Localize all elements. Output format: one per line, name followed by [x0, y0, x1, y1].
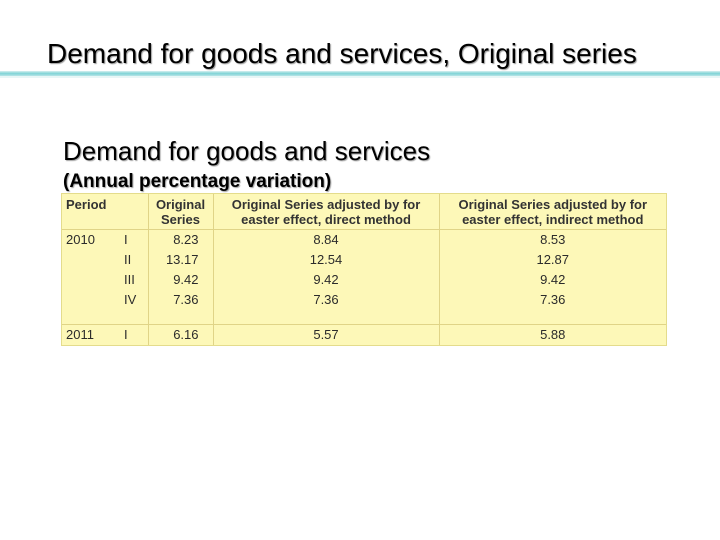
cell-quarter: IV [124, 292, 137, 307]
data-table: Period Original Series Original Series a… [62, 194, 666, 345]
cell-quarter: I [124, 232, 128, 247]
title-divider [0, 71, 720, 76]
header-original-series: Original Series [147, 194, 213, 230]
table-row: 2011 I 6.16 5.57 5.88 [62, 324, 666, 345]
cell-year [62, 250, 118, 270]
cell-direct: 12.54 [212, 250, 439, 270]
table-row: IV 7.36 7.36 7.36 [62, 290, 666, 310]
cell-direct: 8.84 [212, 229, 439, 250]
table-heading: Demand for goods and services [63, 136, 431, 166]
table-row: II 13.17 12.54 12.87 [62, 250, 666, 270]
cell-original: 6.16 [147, 324, 213, 345]
cell-direct: 9.42 [212, 270, 439, 290]
header-direct-method: Original Series adjusted by for easter e… [212, 194, 439, 230]
slide-title: Demand for goods and services, Original … [47, 38, 637, 69]
cell-original: 7.36 [147, 290, 213, 310]
cell-indirect: 7.36 [438, 290, 666, 310]
cell-quarter: I [118, 324, 148, 345]
cell-year: 2011 [62, 324, 118, 345]
cell-quarter: II [124, 252, 132, 267]
cell-original: 13.17 [147, 250, 213, 270]
cell-direct: 5.57 [212, 324, 439, 345]
cell-year: 2010 [66, 232, 95, 247]
cell-indirect: 5.88 [438, 324, 666, 345]
header-indirect-method: Original Series adjusted by for easter e… [438, 194, 666, 230]
cell-indirect: 9.42 [438, 270, 666, 290]
cell-original: 8.23 [147, 229, 213, 250]
cell-year [62, 290, 118, 310]
table-row: 2010 I 8.23 8.84 8.53 [62, 229, 666, 250]
table-row: III 9.42 9.42 9.42 [62, 270, 666, 290]
cell-quarter: III [124, 272, 135, 287]
table-header-row: Period Original Series Original Series a… [62, 194, 666, 230]
cell-original: 9.42 [147, 270, 213, 290]
cell-year [62, 270, 118, 290]
table-subheading: (Annual percentage variation) [63, 171, 332, 192]
table-spacer-row [62, 310, 666, 325]
data-table-container: Period Original Series Original Series a… [61, 193, 667, 346]
cell-indirect: 12.87 [438, 250, 666, 270]
header-period: Period [66, 197, 107, 212]
cell-indirect: 8.53 [438, 229, 666, 250]
title-divider-shadow [0, 76, 720, 78]
cell-direct: 7.36 [212, 290, 439, 310]
